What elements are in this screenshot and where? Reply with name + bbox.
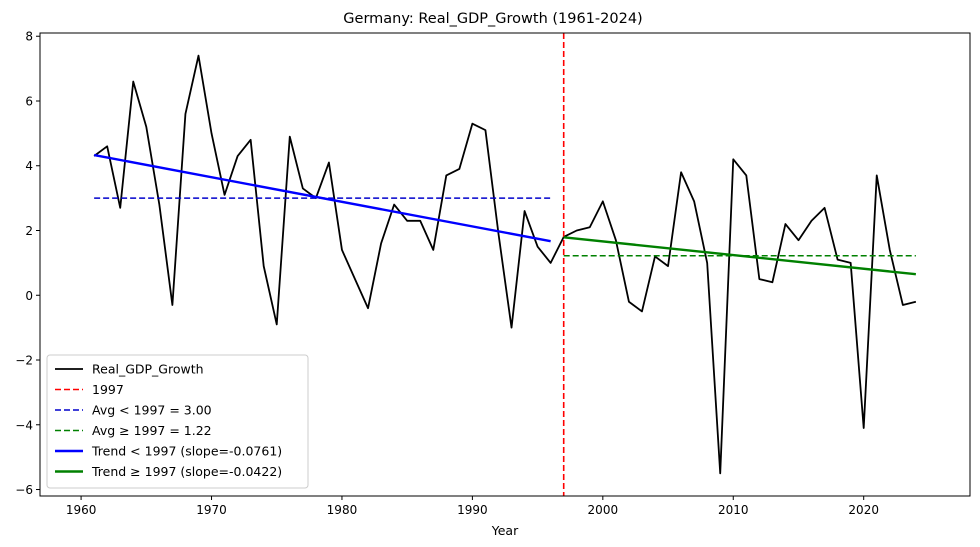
y-tick-label-4: 4	[25, 159, 33, 173]
x-tick-label-2020: 2020	[848, 503, 879, 517]
y-tick-label-8: 8	[25, 30, 33, 44]
legend-label-4: Avg ≥ 1997 = 1.22	[92, 423, 212, 438]
y-tick-label--4: −4	[15, 418, 33, 432]
y-tick-label--2: −2	[15, 354, 33, 368]
trend-line-2	[563, 236, 916, 276]
series-line-real-gdp-growth	[93, 54, 917, 475]
y-tick-label-0: 0	[25, 289, 33, 303]
y-tick-label--6: −6	[15, 483, 33, 497]
legend-label-6: Trend ≥ 1997 (slope=-0.0422)	[91, 464, 282, 479]
plot-area	[93, 33, 917, 496]
legend: Real_GDP_Growth 1997 Avg < 1997 = 3.00 Avg …	[46, 354, 309, 489]
axes: 1960 1970 1980 1990 2000 2010 2020 −6 −4 −2 0 2 4 6 8	[15, 30, 971, 517]
y-tick-label-2: 2	[25, 224, 33, 238]
legend-label-3: Avg < 1997 = 3.00	[92, 403, 212, 418]
x-tick-label-1960: 1960	[66, 503, 97, 517]
chart-title: Germany: Real_GDP_Growth (1961-2024)	[343, 11, 642, 27]
legend-label-1: Real_GDP_Growth	[92, 362, 204, 377]
legend-label-5: Trend < 1997 (slope=-0.0761)	[91, 444, 282, 459]
x-tick-label-1970: 1970	[196, 503, 227, 517]
x-tick-label-2010: 2010	[718, 503, 749, 517]
x-axis-label: Year	[491, 523, 519, 538]
legend-label-2: 1997	[92, 382, 124, 397]
plot-content	[93, 33, 917, 496]
y-tick-label-6: 6	[25, 94, 33, 108]
x-tick-label-2000: 2000	[588, 503, 619, 517]
x-tick-label-1980: 1980	[327, 503, 358, 517]
axes-frame	[39, 32, 971, 497]
legend-box	[46, 354, 309, 489]
x-tick-label-1990: 1990	[457, 503, 488, 517]
trend-line-1	[93, 153, 551, 243]
